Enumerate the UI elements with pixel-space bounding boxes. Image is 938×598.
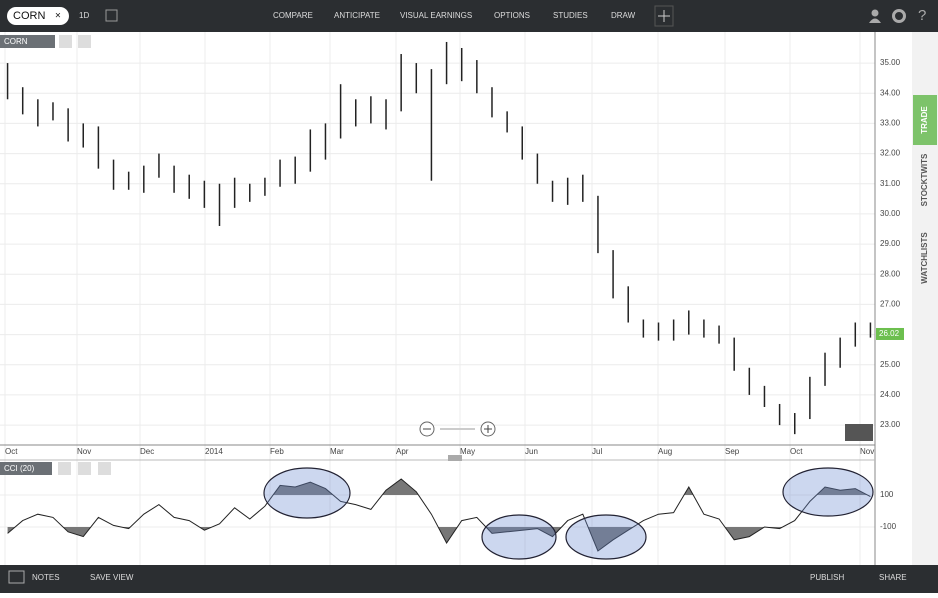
notes-icon[interactable] [8,570,25,584]
publish[interactable]: PUBLISH [810,573,844,582]
x-tick-label: Apr [396,447,409,456]
x-tick-label: Aug [658,447,672,456]
x-tick-label: 2014 [205,447,223,456]
menu[interactable]: COMPARE [273,11,313,20]
side-tab[interactable]: STOCKTWITS [920,153,929,206]
chart-label-box [0,35,55,48]
highlight [782,467,874,517]
side-tab[interactable]: WATCHLISTS [920,232,929,284]
expand-button[interactable] [59,35,72,48]
toolbar [0,0,938,32]
help-icon[interactable]: ? [918,7,926,24]
settings-icon[interactable] [892,9,906,23]
highlight [565,514,647,560]
crosshair-icon [658,10,670,22]
cci-fill-high [7,479,871,495]
cci-fill-low [7,527,871,551]
share[interactable]: SHARE [879,573,907,582]
cci-line [7,478,871,552]
user-icon[interactable] [871,9,879,17]
menu[interactable]: OPTIONS [494,11,530,20]
y-tick-label: 100 [880,490,894,499]
menu[interactable]: VISUAL EARNINGS [400,11,472,20]
y-tick-label: -100 [880,522,897,531]
y-tick-label: 31.00 [880,179,901,188]
y-tick-label: 24.00 [880,390,901,399]
y-tick-label: 35.00 [880,58,901,67]
highlight [263,467,351,519]
y-tick-label: 30.00 [880,209,901,218]
drop-button[interactable] [78,35,91,48]
user-icon-body [869,18,881,23]
panel-resize[interactable] [448,455,462,461]
side-tab[interactable]: TRADE [920,106,929,134]
highlight [481,514,557,560]
symbol: CORN [13,10,45,22]
x-tick-label: Oct [790,447,803,456]
x-tick-label: Oct [5,447,18,456]
plus [484,425,492,433]
symbol-box[interactable] [7,7,69,25]
menu[interactable]: ANTICIPATE [334,11,380,20]
trade-tab[interactable] [913,95,937,145]
chart-label: CORN [4,37,28,46]
footer [0,565,938,593]
study-edit[interactable] [78,462,91,475]
last-price-box [876,327,904,340]
y-tick-label: 33.00 [880,119,901,128]
x-tick-label: Jun [525,447,538,456]
jump-end[interactable] [845,424,873,441]
study-drop[interactable] [58,462,71,475]
last-price: 26.02 [879,329,900,338]
study-label-box [0,462,52,475]
x-tick-label: Feb [270,447,284,456]
y-tick-label: 25.00 [880,360,901,369]
menu[interactable]: DRAW [611,11,636,20]
x-tick-label: Nov [77,447,91,456]
x-tick-label: Jul [592,447,602,456]
crosshair-button[interactable] [654,5,674,27]
x-tick-label: Dec [140,447,154,456]
y-tick-label: 34.00 [880,88,901,97]
x-tick-label: May [460,447,475,456]
study-remove[interactable] [98,462,111,475]
close[interactable]: × [55,11,61,22]
x-tick-label: Nov [860,447,874,456]
y-tick-label: 23.00 [880,420,901,429]
notes[interactable]: NOTES [32,573,60,582]
interval[interactable]: 1D [79,11,89,20]
y-tick-label: 27.00 [880,300,901,309]
study-label: CCI (20) [4,464,35,473]
y-tick-label: 28.00 [880,269,901,278]
x-tick-label: Sep [725,447,740,456]
y-tick-label: 32.00 [880,149,901,158]
x-tick-label: Mar [330,447,344,456]
y-tick-label: 29.00 [880,239,901,248]
save-view[interactable]: SAVE VIEW [90,573,134,582]
calendar-icon[interactable] [105,9,118,22]
price-axis [875,32,912,565]
menu[interactable]: STUDIES [553,11,588,20]
